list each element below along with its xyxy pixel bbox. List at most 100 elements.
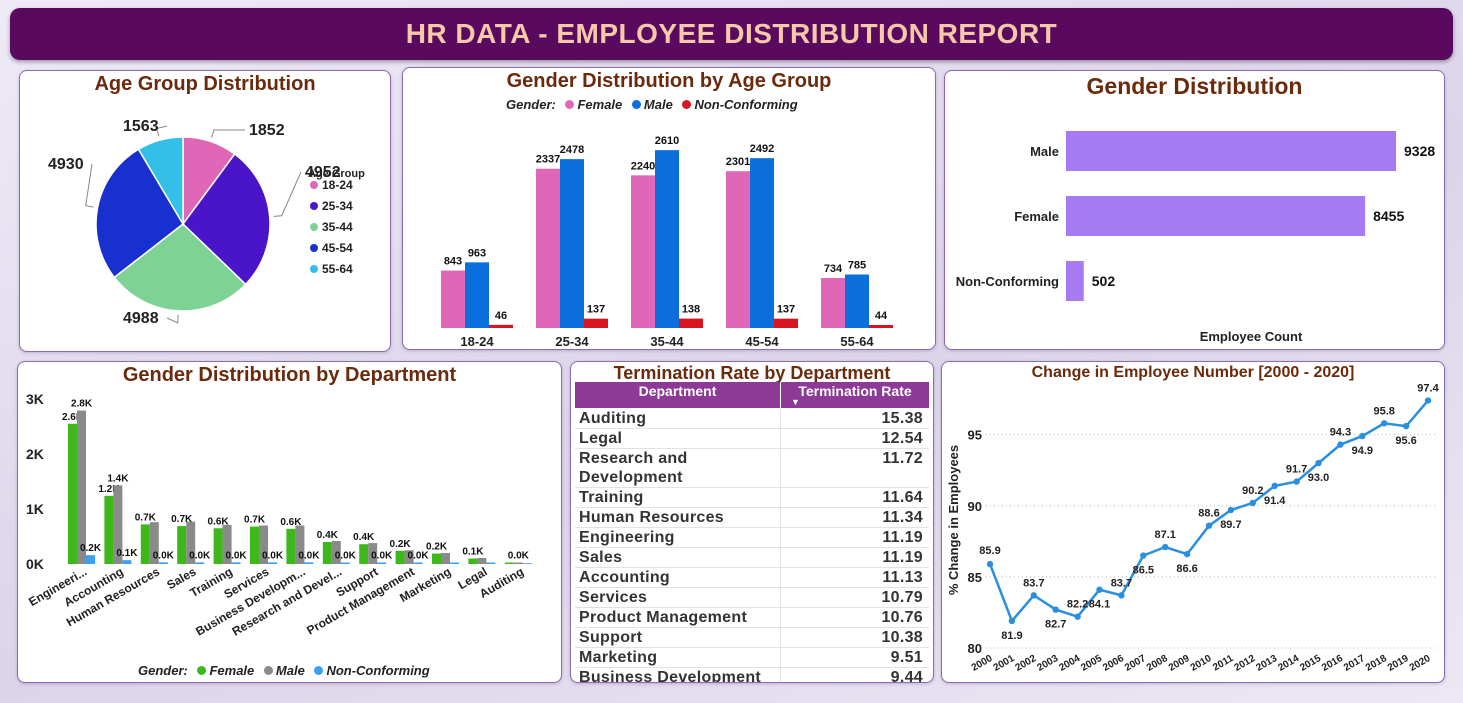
pie-legend-label: 35-44	[322, 220, 353, 234]
bar-value-label: 0.0K	[226, 550, 248, 561]
data-point	[1337, 441, 1344, 448]
pie-legend-dot	[310, 244, 318, 252]
bar-value-label: 2301	[726, 156, 750, 168]
bar-female-45-54	[726, 171, 750, 328]
bar-value-label: 2478	[560, 144, 584, 156]
bar-value-label: 0.2K	[426, 542, 448, 553]
bar-value-label: 0.2K	[390, 539, 412, 550]
sort-descending-icon[interactable]: ▼	[791, 397, 800, 407]
pie-slice-55-64	[137, 136, 184, 227]
pie-leader-line	[166, 314, 179, 324]
data-point	[1052, 606, 1059, 613]
data-point	[1162, 543, 1169, 551]
y-tick-label: 80	[968, 641, 982, 656]
table-row[interactable]: Human Resources 11.34	[575, 508, 929, 528]
table-row[interactable]: Services 10.79	[575, 588, 929, 608]
table-row[interactable]: Support 10.38	[575, 628, 929, 648]
pie-data-label: 4930	[48, 156, 84, 173]
table-row[interactable]: Legal 12.54	[575, 429, 929, 449]
pie-legend-dot	[310, 181, 318, 189]
table-row[interactable]: Research and Development 11.72	[575, 449, 929, 488]
bar-male	[1066, 131, 1396, 171]
column-header-termination-rate[interactable]: Termination Rate	[798, 383, 912, 399]
pie-slice-35-44	[113, 223, 247, 312]
table-header: Department Termination Rate ▼	[575, 382, 929, 408]
data-point	[1227, 506, 1235, 514]
table-row[interactable]: Marketing 9.51	[575, 648, 929, 668]
table-row[interactable]: Business Development 9.44	[575, 668, 929, 682]
data-value-label: 86.6	[1176, 563, 1197, 575]
x-tick-label: 2003	[1035, 653, 1060, 674]
bar-male	[77, 410, 86, 564]
table-row[interactable]: Product Management 10.76	[575, 608, 929, 628]
bar-value-label: 0.2K	[80, 543, 102, 554]
age-group-title: Age Group Distribution	[94, 73, 316, 95]
bar-value-label: 0.0K	[371, 551, 393, 562]
bar-female	[359, 544, 369, 564]
department-cell: Engineering	[575, 528, 781, 547]
table-row[interactable]: Sales 11.19	[575, 548, 929, 568]
department-cell: Sales	[575, 548, 781, 567]
termination-rate-cell: 11.64	[882, 489, 923, 506]
x-tick-label: 2008	[1145, 653, 1170, 674]
pie-slice-45-54	[95, 148, 184, 279]
gender-distribution-panel: Gender Distribution Male 9328 Female 8455 No…	[944, 70, 1445, 350]
legend-item-non-conforming: Non-Conforming	[314, 663, 430, 678]
bar-value-label: 137	[777, 304, 795, 316]
x-tick-label: 2005	[1079, 653, 1104, 674]
legend-dot-female	[565, 100, 575, 109]
table-row[interactable]: Engineering 11.19	[575, 528, 929, 548]
bar-value-label: 0.4K	[353, 532, 375, 543]
x-tick-label: 2012	[1233, 653, 1258, 674]
pie-leader-line	[210, 129, 246, 138]
bar-non-conforming	[122, 560, 132, 564]
x-tick-label: 2001	[992, 653, 1017, 674]
x-tick-label: 2014	[1276, 653, 1301, 674]
data-point	[1008, 617, 1016, 625]
data-value-label: 82.2	[1067, 599, 1088, 611]
data-point	[1074, 613, 1081, 620]
bar-male-18-24	[465, 262, 489, 328]
data-value-label: 95.8	[1373, 405, 1394, 417]
bar-value-label: 0.0K	[153, 550, 175, 561]
gender-age-panel: Gender Distribution by Age Group Gender:…	[402, 67, 936, 350]
x-tick-label: 2010	[1189, 653, 1214, 674]
data-point	[1402, 422, 1410, 430]
bar-female-18-24	[441, 270, 465, 328]
bar-male	[477, 557, 487, 564]
bar-non-conforming	[522, 563, 532, 564]
gender-department-bar-chart: 0K1K2K3K2.6K2.8K0.2KEngineeri...1.2K1.4K…	[26, 391, 532, 639]
x-tick-label: 2016	[1320, 653, 1345, 674]
bar-male	[368, 543, 378, 564]
data-value-label: 85.9	[979, 545, 1000, 557]
table-row[interactable]: Auditing 15.38	[575, 409, 929, 429]
y-tick-label: Non-Conforming	[956, 274, 1059, 289]
pie-data-label: 4952	[305, 164, 341, 181]
column-header-department[interactable]: Department	[575, 382, 781, 408]
report-title: HR DATA - EMPLOYEE DISTRIBUTION REPORT	[405, 18, 1058, 49]
department-cell: Accounting	[575, 568, 781, 587]
termination-rate-cell: 11.72	[882, 450, 923, 467]
bar-male-35-44	[655, 150, 679, 328]
bar-female-25-34	[536, 168, 560, 328]
bar-value-label: 843	[444, 256, 462, 268]
y-tick-label: Female	[1014, 209, 1059, 224]
table-row[interactable]: Training 11.64	[575, 488, 929, 508]
bar-value-label: 9328	[1404, 143, 1435, 159]
bar-value-label: 137	[587, 304, 605, 316]
termination-rate-cell: 12.54	[881, 430, 923, 447]
termination-rate-cell: 11.34	[882, 509, 923, 526]
pie-legend-label: 55-64	[322, 262, 353, 276]
x-tick-label: 2017	[1342, 653, 1367, 674]
pie-legend-label: 25-34	[322, 199, 353, 213]
bar-value-label: 8455	[1373, 208, 1404, 224]
data-point	[1030, 592, 1037, 599]
data-point	[1096, 586, 1103, 593]
data-value-label: 82.7	[1045, 619, 1066, 631]
table-row[interactable]: Accounting 11.13	[575, 568, 929, 588]
bar-female	[432, 553, 441, 564]
y-tick-label: 95	[968, 428, 982, 443]
bar-value-label: 0.0K	[408, 551, 430, 562]
bar-value-label: 1.2K	[98, 484, 120, 495]
